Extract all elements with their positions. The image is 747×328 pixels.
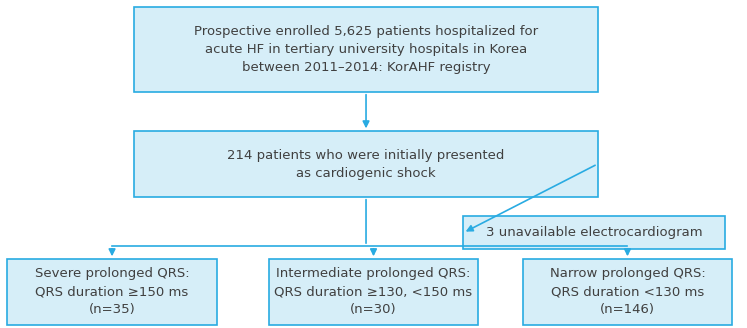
Text: Severe prolonged QRS:
QRS duration ≥150 ms
(n=35): Severe prolonged QRS: QRS duration ≥150 …: [35, 267, 189, 317]
FancyBboxPatch shape: [269, 259, 478, 325]
Text: 3 unavailable electrocardiogram: 3 unavailable electrocardiogram: [486, 226, 702, 239]
FancyBboxPatch shape: [7, 259, 217, 325]
FancyBboxPatch shape: [523, 259, 732, 325]
Text: Narrow prolonged QRS:
QRS duration <130 ms
(n=146): Narrow prolonged QRS: QRS duration <130 …: [550, 267, 705, 317]
Text: Prospective enrolled 5,625 patients hospitalized for
acute HF in tertiary univer: Prospective enrolled 5,625 patients hosp…: [194, 25, 538, 74]
FancyBboxPatch shape: [134, 7, 598, 92]
FancyBboxPatch shape: [134, 131, 598, 197]
FancyBboxPatch shape: [463, 216, 725, 249]
Text: Intermediate prolonged QRS:
QRS duration ≥130, <150 ms
(n=30): Intermediate prolonged QRS: QRS duration…: [274, 267, 473, 317]
Text: 214 patients who were initially presented
as cardiogenic shock: 214 patients who were initially presente…: [227, 149, 505, 179]
